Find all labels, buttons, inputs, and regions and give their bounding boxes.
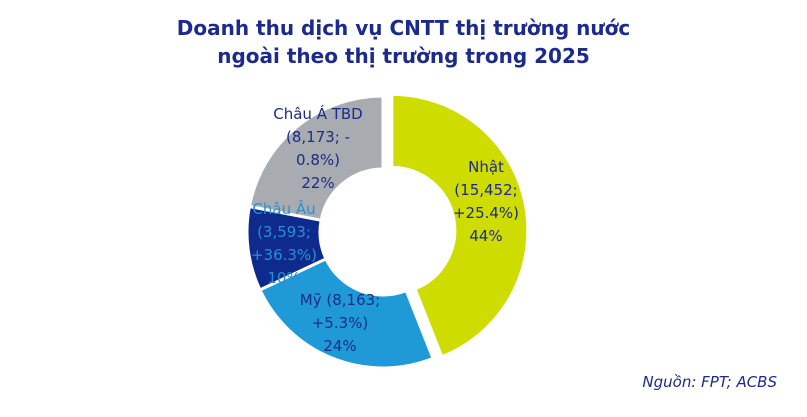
slice-label-0: Nhật (15,452; +25.4%) 44%	[453, 158, 519, 245]
slice-label-2: Châu Âu (3,593; +36.3%) 10%	[251, 199, 317, 287]
slice-label-0-line-2: +25.4%)	[453, 204, 519, 222]
slice-label-2-line-1: (3,593;	[257, 223, 311, 241]
slice-label-3-line-1: (8,173; -	[286, 128, 350, 146]
donut-slice-1	[257, 256, 436, 370]
donut-slice-3	[247, 94, 385, 222]
slice-label-1: Mỹ (8,163; +5.3%) 24%	[300, 291, 380, 355]
slice-labels: Nhật (15,452; +25.4%) 44% Mỹ (8,163; +5.3%) 24…	[251, 104, 519, 355]
chart-title-line-2: ngoài theo thị trường trong 2025	[217, 44, 590, 68]
slice-label-0-line-3: 44%	[469, 227, 502, 245]
slice-label-3-line-0: Châu Á TBD	[273, 104, 362, 123]
slice-label-2-line-2: +36.3%)	[251, 246, 317, 264]
slice-label-2-line-0: Châu Âu	[252, 199, 315, 218]
donut-slices	[245, 92, 530, 370]
slice-label-3: Châu Á TBD (8,173; - 0.8%) 22%	[273, 104, 362, 192]
donut-slice-0	[390, 92, 530, 359]
slice-label-1-line-1: +5.3%)	[312, 314, 369, 332]
slice-label-3-line-3: 22%	[301, 174, 334, 192]
slice-label-3-line-2: 0.8%)	[296, 151, 340, 169]
chart-title-line-1: Doanh thu dịch vụ CNTT thị trường nước	[176, 16, 631, 40]
slice-label-1-line-0: Mỹ (8,163;	[300, 291, 380, 309]
slice-label-1-line-2: 24%	[323, 337, 356, 355]
slice-label-2-line-3: 10%	[267, 269, 300, 287]
slice-label-0-line-1: (15,452;	[454, 181, 517, 199]
chart-title: Doanh thu dịch vụ CNTT thị trường nước n…	[0, 14, 807, 70]
slice-label-0-line-0: Nhật	[468, 158, 504, 176]
source-note: Nguồn: FPT; ACBS	[642, 373, 777, 391]
